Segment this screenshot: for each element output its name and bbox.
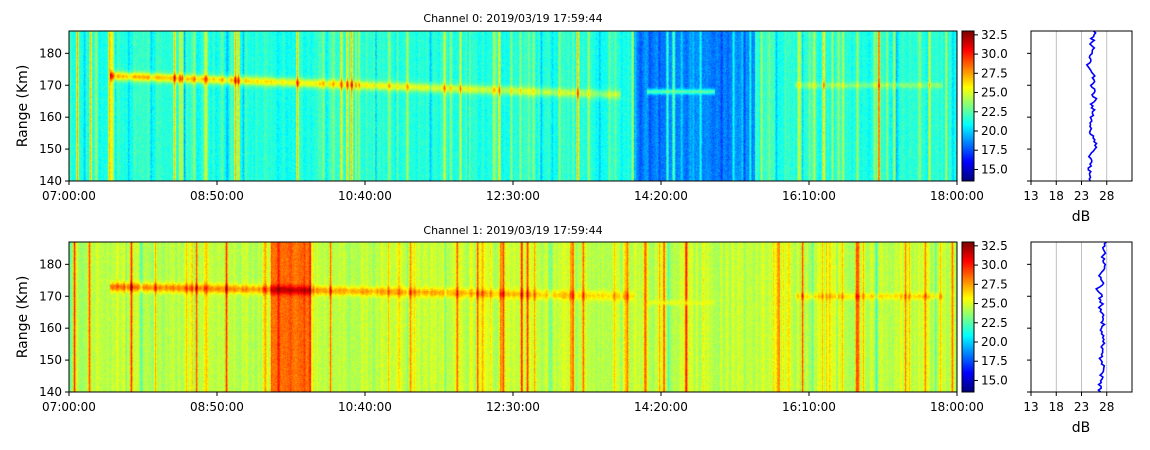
colorbar-tick-label: 25.0 <box>981 297 1008 311</box>
channel-1-y-axis: 140 150 160 170 180 <box>39 257 69 399</box>
x-tick-label: 08:50:00 <box>190 189 244 203</box>
x-tick-label: 10:40:00 <box>338 189 392 203</box>
colorbar-tick-label: 15.0 <box>981 162 1008 176</box>
channel-0-colorbar-frame <box>961 30 975 182</box>
x-tick-label: 14:20:00 <box>634 189 688 203</box>
x-tick-label: 10:40:00 <box>338 400 392 414</box>
y-tick-label: 150 <box>39 142 62 156</box>
colorbar-tick-label: 17.5 <box>981 143 1008 157</box>
profile-frame-top <box>1030 241 1133 393</box>
channel-0-x-axis: 07:00:00 08:50:00 10:40:00 12:30:00 14:20:00… <box>42 181 984 203</box>
y-tick-label: 140 <box>39 385 62 399</box>
x-tick-label: 16:10:00 <box>782 189 836 203</box>
colorbar-tick-label: 27.5 <box>981 277 1008 291</box>
y-tick-label: 170 <box>39 78 62 92</box>
x-tick-label: 07:00:00 <box>42 189 96 203</box>
channel-1-panel: Channel 1: 2019/03/19 17:59:44 Range (Km… <box>15 224 1133 436</box>
profile-frame-top <box>1030 30 1133 182</box>
y-tick-label: 140 <box>39 174 62 188</box>
channel-1-profile: 13 18 23 28 <box>1023 241 1133 414</box>
colorbar-tick-label: 22.5 <box>981 316 1008 330</box>
channel-0-heatmap <box>69 31 957 181</box>
y-tick-label: 170 <box>39 289 62 303</box>
channel-1-ylabel: Range (Km) <box>15 276 31 359</box>
profile-x-tick-label: 13 <box>1023 400 1038 414</box>
channel-1-heatmap <box>69 242 957 392</box>
x-tick-label: 08:50:00 <box>190 400 244 414</box>
y-tick-label: 180 <box>39 257 62 271</box>
channel-1-title: Channel 1: 2019/03/19 17:59:44 <box>423 224 602 237</box>
channel-1-x-axis: 07:00:00 08:50:00 10:40:00 12:30:00 14:20:00… <box>42 392 984 414</box>
x-tick-label: 16:10:00 <box>782 400 836 414</box>
colorbar-tick-label: 32.5 <box>981 239 1008 253</box>
colorbar-tick-label: 30.0 <box>981 258 1008 272</box>
colorbar-tick-label: 27.5 <box>981 66 1008 80</box>
channel-1-profile-xlabel: dB <box>1072 420 1091 436</box>
y-tick-label: 150 <box>39 353 62 367</box>
channel-0-y-axis: 140 150 160 170 180 <box>39 46 69 188</box>
colorbar-tick-label: 17.5 <box>981 354 1008 368</box>
channel-0-ylabel: Range (Km) <box>15 65 31 148</box>
colorbar-tick-label: 30.0 <box>981 47 1008 61</box>
colorbar-tick-label: 32.5 <box>981 28 1008 42</box>
channel-1-colorbar-ticks: 15.0 17.5 20.0 22.5 25.0 27.5 30.0 32.5 <box>974 239 1008 387</box>
profile-x-tick-label: 18 <box>1049 400 1064 414</box>
profile-x-tick-label: 23 <box>1074 189 1089 203</box>
channel-0-colorbar-ticks: 15.0 17.5 20.0 22.5 25.0 27.5 30.0 32.5 <box>974 28 1008 176</box>
colorbar-tick-label: 15.0 <box>981 373 1008 387</box>
profile-x-tick-label: 18 <box>1049 189 1064 203</box>
profile-x-tick-label: 23 <box>1074 400 1089 414</box>
x-tick-label: 12:30:00 <box>486 189 540 203</box>
channel-0-panel: Channel 0: 2019/03/19 17:59:44 Range (Km… <box>15 12 1133 225</box>
profile-line <box>1094 241 1107 393</box>
colorbar-tick-label: 25.0 <box>981 86 1008 100</box>
x-tick-label: 18:00:00 <box>930 400 984 414</box>
colorbar-tick-label: 22.5 <box>981 105 1008 119</box>
x-tick-label: 12:30:00 <box>486 400 540 414</box>
channel-0-title: Channel 0: 2019/03/19 17:59:44 <box>423 12 602 25</box>
channel-0-profile: 13 18 23 28 <box>1023 30 1133 203</box>
x-tick-label: 14:20:00 <box>634 400 688 414</box>
y-tick-label: 160 <box>39 110 62 124</box>
channel-1-colorbar <box>962 242 974 392</box>
colorbar-tick-label: 20.0 <box>981 335 1008 349</box>
profile-x-tick-label: 28 <box>1099 189 1114 203</box>
profile-line <box>1085 30 1098 182</box>
x-tick-label: 18:00:00 <box>930 189 984 203</box>
x-tick-label: 07:00:00 <box>42 400 96 414</box>
profile-x-tick-label: 28 <box>1099 400 1114 414</box>
channel-0-profile-xlabel: dB <box>1072 209 1091 225</box>
colorbar-tick-label: 20.0 <box>981 124 1008 138</box>
profile-x-tick-label: 13 <box>1023 189 1038 203</box>
channel-0-colorbar <box>962 31 974 181</box>
channel-1-colorbar-frame <box>961 241 975 393</box>
y-tick-label: 180 <box>39 46 62 60</box>
y-tick-label: 160 <box>39 321 62 335</box>
